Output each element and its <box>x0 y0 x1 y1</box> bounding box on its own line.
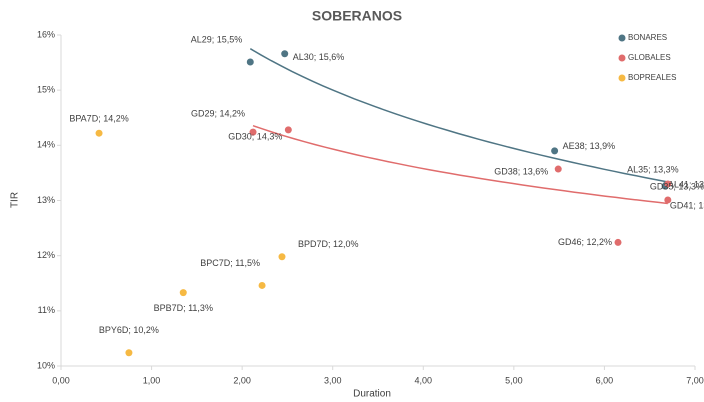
legend-label: GLOBALES <box>628 53 671 62</box>
y-tick-label: 11% <box>38 305 55 315</box>
data-label: AL35; 13,3% <box>627 165 679 175</box>
legend-marker <box>618 54 626 62</box>
data-label: GD30; 14,3% <box>228 131 282 141</box>
point <box>125 349 133 357</box>
legend-marker <box>618 74 626 82</box>
y-tick-label: 15% <box>37 85 55 95</box>
y-tick-label: 12% <box>37 250 55 260</box>
point <box>258 281 266 289</box>
data-label: AL29; 15,5% <box>191 34 243 44</box>
point <box>249 128 257 136</box>
point <box>551 147 559 155</box>
data-label: BPD7D; 12,0% <box>298 239 359 249</box>
data-label: GD38; 13,6% <box>494 166 548 176</box>
point <box>664 180 672 188</box>
y-tick-label: 16% <box>37 29 55 39</box>
x-tick-label: 6,00 <box>596 375 614 385</box>
y-axis-label: TIR <box>10 192 21 208</box>
point <box>614 238 622 246</box>
legend-marker <box>618 34 626 42</box>
data-label: GD35; 13,3% <box>650 181 704 191</box>
data-label: GD29; 14,2% <box>191 108 245 118</box>
point <box>281 50 289 58</box>
legend-label: BONARES <box>628 33 667 42</box>
trendline <box>249 48 667 183</box>
point <box>179 289 187 297</box>
point <box>284 126 292 134</box>
data-label: BPB7D; 11,3% <box>154 303 213 313</box>
y-tick-label: 10% <box>37 360 55 370</box>
x-tick-label: 0,00 <box>52 375 70 385</box>
x-tick-label: 1,00 <box>143 375 161 385</box>
data-label: AE38; 13,9% <box>563 141 616 151</box>
point <box>664 196 672 204</box>
y-tick-label: 14% <box>37 140 55 150</box>
data-label: GD46; 12,2% <box>558 237 612 247</box>
legend-label: BOPREALES <box>628 73 676 82</box>
x-tick-label: 3,00 <box>324 375 342 385</box>
x-tick-label: 7,00 <box>686 375 704 385</box>
point <box>278 253 286 261</box>
x-tick-label: 2,00 <box>233 375 251 385</box>
data-label: GD41; 13,0% <box>670 200 704 210</box>
x-axis-label: Duration <box>353 389 391 400</box>
chart-title: SOBERANOS <box>312 8 402 24</box>
trendline <box>252 124 668 205</box>
point <box>95 129 103 137</box>
point <box>246 58 254 66</box>
data-label: BPY6D; 10,2% <box>99 325 159 335</box>
x-tick-label: 4,00 <box>415 375 433 385</box>
point <box>554 165 562 173</box>
y-tick-label: 13% <box>37 195 55 205</box>
data-label: AL41; 13,3% <box>668 179 704 189</box>
x-tick-label: 5,00 <box>505 375 523 385</box>
data-label: BPC7D; 11,5% <box>200 258 260 268</box>
data-label: AL30; 15,6% <box>293 52 345 62</box>
data-label: BPA7D; 14,2% <box>69 114 128 124</box>
